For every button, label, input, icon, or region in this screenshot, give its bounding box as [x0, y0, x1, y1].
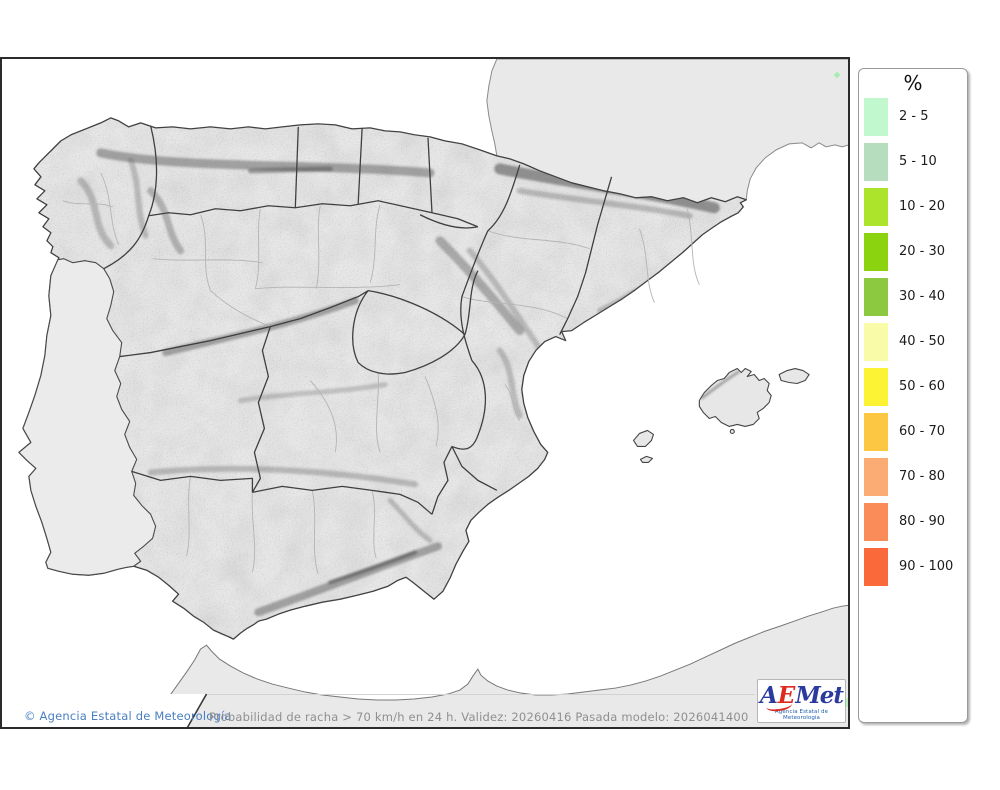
ibiza-island [632, 429, 655, 447]
spain-relief [18, 117, 747, 640]
legend-item: 30 - 40 [864, 278, 953, 323]
legend-swatch [864, 188, 888, 226]
legend-items: 2 - 5 5 - 10 10 - 20 20 - 30 30 - 40 40 … [864, 98, 953, 593]
legend-swatch [864, 503, 888, 541]
legend-item: 20 - 30 [864, 233, 953, 278]
aemet-logo-wordmark: AEMet [758, 680, 845, 713]
cabrera-island [729, 428, 735, 434]
mallorca-relief [700, 370, 741, 400]
legend-label: 50 - 60 [899, 379, 946, 394]
menorca-island [778, 367, 810, 385]
africa-landmass [152, 604, 848, 727]
legend-item: 5 - 10 [864, 143, 953, 188]
map-frame: © Agencia Estatal de Meteorología Probab… [0, 57, 850, 729]
legend-item: 50 - 60 [864, 368, 953, 413]
legend-label: 5 - 10 [899, 154, 937, 169]
legend-item: 70 - 80 [864, 458, 953, 503]
legend-item: 80 - 90 [864, 503, 953, 548]
legend-label: 90 - 100 [899, 559, 954, 574]
legend-label: 2 - 5 [899, 109, 929, 124]
footer-copyright-background [2, 694, 207, 727]
footer-diagonal-divider [186, 693, 208, 727]
legend-label: 30 - 40 [899, 289, 946, 304]
legend-label: 80 - 90 [899, 514, 946, 529]
legend-swatch [864, 368, 888, 406]
legend-swatch [864, 323, 888, 361]
model-info-text: Probabilidad de racha > 70 km/h en 24 h.… [209, 710, 749, 724]
legend-title: % [903, 71, 923, 95]
province-borders [62, 172, 700, 575]
copyright-text: © Agencia Estatal de Meteorología [24, 709, 232, 723]
legend-item: 10 - 20 [864, 188, 953, 233]
community-borders [103, 125, 613, 515]
legend-label: 60 - 70 [899, 424, 946, 439]
legend-swatch [864, 98, 888, 136]
legend-swatch [864, 413, 888, 451]
legend-swatch [864, 548, 888, 586]
legend-item: 40 - 50 [864, 323, 953, 368]
legend-item: 90 - 100 [864, 548, 953, 593]
legend-label: 40 - 50 [899, 334, 946, 349]
mallorca-island [698, 367, 772, 427]
legend-swatch [864, 143, 888, 181]
legend-swatch [864, 233, 888, 271]
legend-label: 20 - 30 [899, 244, 946, 259]
legend-label: 70 - 80 [899, 469, 946, 484]
aemet-logo-subtitle: Agencia Estatal de Meteorología [774, 709, 829, 721]
legend-item: 2 - 5 [864, 98, 953, 143]
legend-label: 10 - 20 [899, 199, 946, 214]
legend-item: 60 - 70 [864, 413, 953, 458]
formentera-island [639, 455, 654, 463]
map-canvas [2, 59, 848, 727]
portugal-landmass [18, 258, 157, 576]
legend-swatch [864, 278, 888, 316]
legend-panel: % 2 - 5 5 - 10 10 - 20 20 - 30 30 - 40 4… [858, 68, 968, 723]
legend-swatch [864, 458, 888, 496]
aemet-logo: AEMet Agencia Estatal de Meteorología [757, 679, 846, 723]
